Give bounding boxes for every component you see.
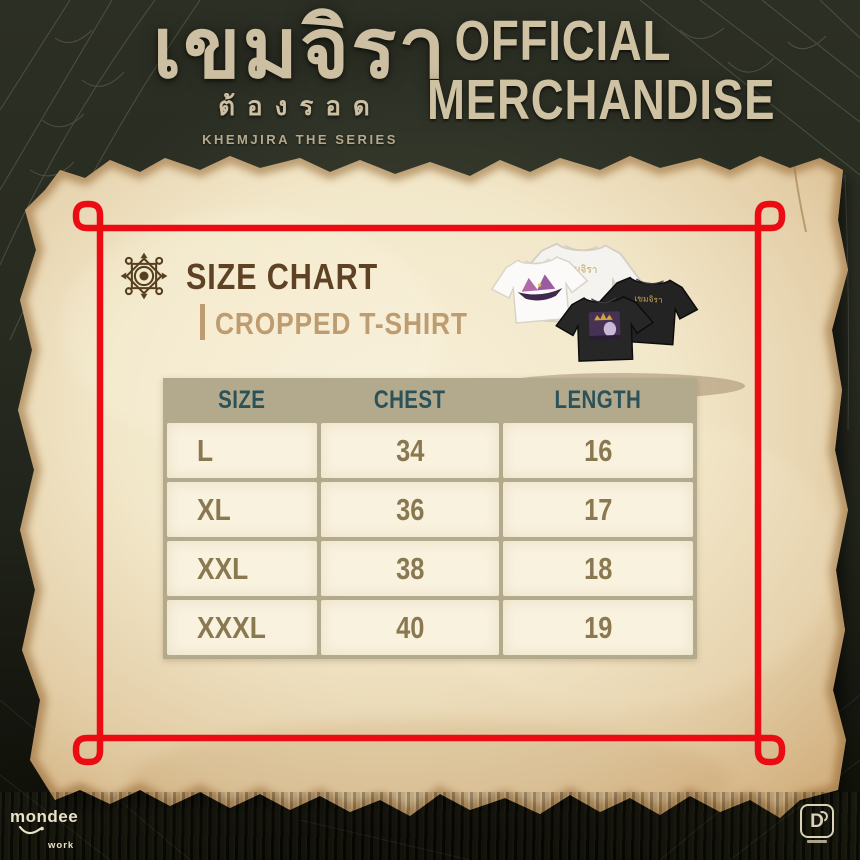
cell-size: XL [167,482,317,537]
product-subtitle: CROPPED T-SHIRT [215,306,468,341]
table-body: L 34 16 XL 36 17 XXL 38 18 XXXL 40 19 [167,423,693,655]
svg-text:เขมจิรา: เขมจิรา [634,293,663,305]
cell-chest: 38 [321,541,499,596]
cell-size: L [167,423,317,478]
tshirt-front-print [588,311,621,341]
table-row: L 34 16 [167,423,693,478]
publisher-logo-tiny-text [807,840,827,843]
series-logo-thai-subtitle: ต้องรอด [218,92,382,122]
publisher-logo-letter: D [810,810,824,832]
tshirt-white-front [488,253,592,326]
series-logo: เขมจิรา ต้องรอด KHEMJIRA THE SERIES [110,0,490,148]
studio-logo-text: mondee [10,807,79,826]
size-chart-table: SIZE CHEST LENGTH L 34 16 XL 36 17 XXL 3… [163,378,697,659]
series-logo-thai-main: เขมจิรา [152,0,448,97]
section-title: SIZE CHART [186,256,379,297]
table-row: XL 36 17 [167,482,693,537]
headline-line1: OFFICIAL [454,9,672,73]
publisher-logo-badge: D [800,804,834,838]
table-header-row: SIZE CHEST LENGTH [167,378,693,423]
cell-chest: 36 [321,482,499,537]
studio-logo-smile-icon [18,825,44,835]
tshirt-black-front [554,294,655,363]
subtitle-divider [200,304,205,340]
studio-logo-subtext: work [48,840,75,851]
series-name-english: KHEMJIRA THE SERIES [202,132,398,147]
studio-logo: mondee work [10,808,90,851]
cell-size: XXL [167,541,317,596]
column-header-chest: CHEST [374,386,446,414]
cell-length: 18 [503,541,693,596]
compass-ornament-icon [120,252,168,300]
table-row: XXL 38 18 [167,541,693,596]
red-loop-frame [72,200,786,766]
column-header-length: LENGTH [554,386,642,414]
table-row: XXXL 40 19 [167,600,693,655]
cell-length: 17 [503,482,693,537]
cell-length: 16 [503,423,693,478]
official-merchandise-headline: OFFICIAL MERCHANDISE [393,9,774,129]
tshirt-black-back: เขมจิรา [595,274,700,347]
tshirt-front-print [517,274,563,301]
publisher-logo: D [799,804,835,843]
wood-grain-texture [0,792,860,860]
cell-length: 19 [503,600,693,655]
cell-chest: 34 [321,423,499,478]
cell-chest: 40 [321,600,499,655]
column-header-size: SIZE [218,386,266,414]
cell-size: XXXL [167,600,317,655]
